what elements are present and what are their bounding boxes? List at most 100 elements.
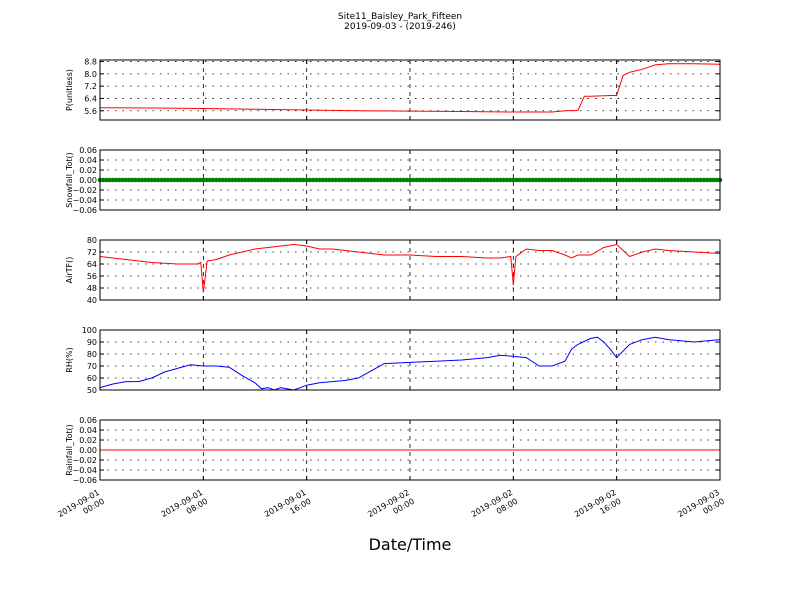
data-point bbox=[317, 177, 322, 183]
data-point bbox=[420, 177, 426, 183]
data-point bbox=[146, 177, 151, 183]
data-point bbox=[682, 177, 687, 183]
data-point bbox=[514, 177, 519, 183]
data-point bbox=[130, 177, 135, 183]
data-point bbox=[511, 177, 516, 183]
data-point bbox=[427, 177, 432, 183]
data-point bbox=[126, 177, 132, 183]
data-point bbox=[381, 177, 387, 183]
data-point bbox=[572, 177, 577, 183]
data-point bbox=[640, 177, 645, 183]
data-point bbox=[117, 177, 122, 183]
y-tick-label: 0.04 bbox=[79, 426, 97, 435]
data-point bbox=[582, 177, 587, 183]
data-point bbox=[278, 177, 284, 183]
data-point bbox=[533, 177, 539, 183]
data-point bbox=[188, 177, 193, 183]
data-point bbox=[469, 177, 474, 183]
x-tick-label: 2019-09-0216:00 bbox=[573, 488, 623, 528]
y-tick-label: 8.8 bbox=[84, 58, 97, 67]
panel-2: 40 48 56 64 72 80 AirTF() bbox=[65, 236, 721, 305]
data-point bbox=[524, 177, 529, 183]
data-point bbox=[423, 177, 429, 183]
data-point bbox=[546, 177, 552, 183]
data-point bbox=[339, 177, 345, 183]
y-axis-label: AirTF() bbox=[65, 257, 74, 284]
data-point bbox=[517, 177, 523, 183]
y-tick-label: −0.06 bbox=[72, 206, 97, 215]
data-point bbox=[343, 177, 348, 183]
y-tick-label: 64 bbox=[87, 260, 97, 269]
data-point bbox=[407, 177, 413, 183]
data-point bbox=[452, 177, 458, 183]
chart-title: Site11_Baisley_Park_Fifteen bbox=[338, 12, 462, 22]
data-point bbox=[685, 177, 690, 183]
y-axis-label: Rainfall_Tot() bbox=[65, 424, 74, 476]
data-point bbox=[627, 177, 632, 183]
data-point bbox=[430, 177, 435, 183]
data-point bbox=[233, 177, 238, 183]
y-tick-label: 80 bbox=[87, 350, 97, 359]
data-point bbox=[410, 177, 416, 183]
y-tick-label: 72 bbox=[87, 248, 97, 257]
data-point bbox=[675, 177, 681, 183]
data-point bbox=[378, 177, 384, 183]
data-point bbox=[246, 177, 251, 183]
data-point bbox=[672, 177, 678, 183]
y-tick-label: −0.04 bbox=[72, 196, 97, 205]
data-point bbox=[598, 177, 603, 183]
data-point bbox=[272, 177, 277, 183]
data-point bbox=[504, 177, 510, 183]
data-point bbox=[462, 177, 468, 183]
data-point bbox=[714, 177, 720, 183]
data-point bbox=[388, 177, 393, 183]
data-point bbox=[482, 177, 487, 183]
data-point bbox=[255, 177, 261, 183]
panel-3: 50 60 70 80 90 100 RH(%) bbox=[65, 326, 721, 395]
data-point bbox=[281, 177, 287, 183]
y-tick-label: 5.6 bbox=[84, 107, 97, 116]
data-point bbox=[620, 177, 626, 183]
x-tick-label: 2019-09-0100:00 bbox=[56, 488, 106, 528]
plot-frame bbox=[99, 59, 721, 121]
data-point bbox=[320, 177, 326, 183]
data-point bbox=[175, 177, 180, 183]
data-point bbox=[172, 177, 177, 183]
data-point bbox=[695, 177, 700, 183]
data-point bbox=[336, 177, 342, 183]
data-point bbox=[588, 177, 594, 183]
data-point bbox=[478, 177, 484, 183]
data-point bbox=[565, 177, 571, 183]
data-point bbox=[123, 177, 129, 183]
data-point bbox=[669, 177, 674, 183]
data-point bbox=[595, 177, 600, 183]
y-tick-label: −0.02 bbox=[72, 456, 97, 465]
data-point bbox=[578, 177, 584, 183]
data-point bbox=[194, 177, 200, 183]
data-point bbox=[611, 177, 616, 183]
panel-4: −0.06−0.04−0.020.000.020.040.06 Rainfall_… bbox=[65, 416, 721, 485]
panel-1: −0.06−0.04−0.020.000.020.040.06 Snowfall_… bbox=[65, 146, 723, 215]
data-point bbox=[236, 177, 242, 183]
x-axis-label: Date/Time bbox=[369, 535, 452, 554]
y-tick-label: 0.06 bbox=[79, 416, 97, 425]
data-point bbox=[394, 177, 400, 183]
data-point bbox=[249, 177, 255, 183]
data-point bbox=[491, 177, 497, 183]
panels: 5.66.47.28.08.8P(unitless)−0.06−0.04−0.0… bbox=[56, 58, 726, 528]
data-point bbox=[310, 177, 316, 183]
y-tick-label: 0.06 bbox=[79, 146, 97, 155]
series-line bbox=[99, 336, 721, 391]
data-point bbox=[288, 177, 293, 183]
data-point bbox=[614, 177, 619, 183]
data-point bbox=[210, 177, 216, 183]
data-point bbox=[507, 177, 513, 183]
data-point bbox=[633, 177, 639, 183]
data-point bbox=[666, 177, 671, 183]
data-point bbox=[275, 177, 280, 183]
data-point bbox=[440, 177, 445, 183]
x-tick-label: 2019-09-0300:00 bbox=[676, 488, 726, 528]
data-point bbox=[155, 177, 161, 183]
y-tick-label: 6.4 bbox=[84, 94, 97, 103]
y-tick-label: 70 bbox=[87, 362, 97, 371]
